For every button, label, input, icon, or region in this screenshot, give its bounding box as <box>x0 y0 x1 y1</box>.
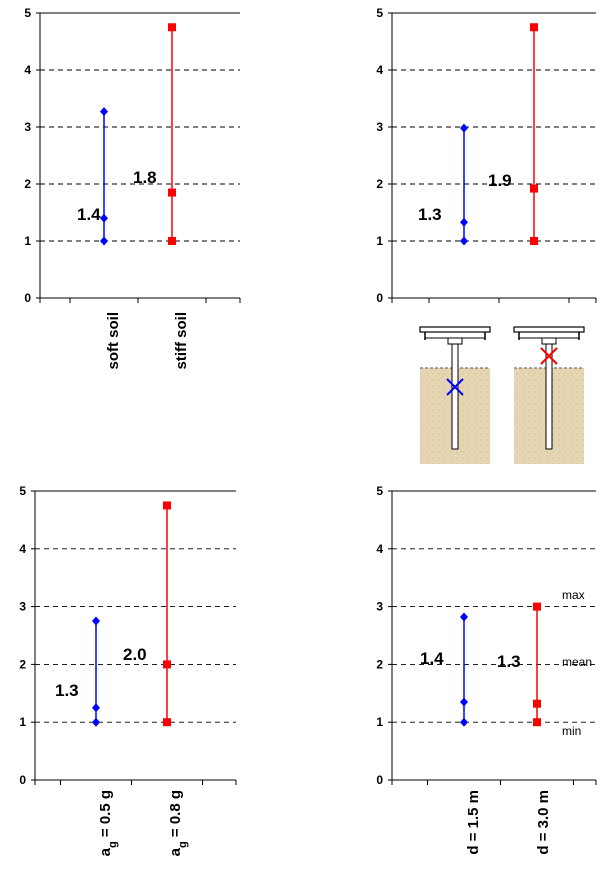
point-mean <box>460 217 468 227</box>
point-min <box>100 236 108 246</box>
y-tick-label: 2 <box>24 177 31 191</box>
point-mean <box>92 703 100 713</box>
point-mean <box>533 699 541 708</box>
y-tick-label: 0 <box>376 291 383 305</box>
y-tick-label: 4 <box>376 542 383 556</box>
point-max <box>530 23 538 32</box>
category-label: d = 3.0 m <box>535 790 552 855</box>
y-tick-label: 1 <box>376 715 383 729</box>
series-red: 1.8 <box>133 23 176 245</box>
category-label: d = 1.5 m <box>465 790 482 855</box>
point-max <box>533 602 541 611</box>
y-tick-label: 3 <box>376 120 383 134</box>
category-label-sub: g <box>107 841 119 848</box>
point-max <box>92 616 100 626</box>
deck <box>419 326 491 333</box>
hinge-marker <box>446 378 464 396</box>
hinge-marker <box>540 347 558 365</box>
annotation-max: max <box>562 588 585 602</box>
y-tick-label: 4 <box>24 63 31 77</box>
deck <box>513 326 585 333</box>
point-max <box>168 23 176 32</box>
point-min <box>163 718 171 727</box>
mean-value-label: 1.9 <box>488 171 512 190</box>
pile-cap <box>541 337 557 345</box>
mean-value-label: 1.3 <box>418 205 442 224</box>
pile-cap <box>447 337 463 345</box>
category-label: ag = 0.8 g <box>167 790 189 856</box>
y-tick-label: 0 <box>376 773 383 787</box>
y-tick-label: 2 <box>19 657 26 671</box>
category-label-base: a <box>97 847 114 856</box>
y-tick-label: 5 <box>24 6 31 20</box>
y-tick-label: 5 <box>376 6 383 20</box>
point-mean <box>100 213 108 223</box>
point-mean <box>460 697 468 707</box>
category-label-base: a <box>167 847 184 856</box>
y-tick-label: 1 <box>24 234 31 248</box>
y-tick-label: 2 <box>376 657 383 671</box>
series-red: 1.3 <box>497 602 541 727</box>
y-tick-label: 3 <box>376 600 383 614</box>
point-min <box>92 717 100 727</box>
category-label-sub: g <box>177 841 189 848</box>
y-tick-label: 4 <box>376 63 383 77</box>
mean-value-label: 1.4 <box>420 649 444 668</box>
y-tick-label: 1 <box>19 715 26 729</box>
pile-shaft <box>451 343 459 450</box>
series-red: 1.9 <box>488 23 538 245</box>
y-tick-label: 0 <box>24 291 31 305</box>
series-blue: 1.4 <box>420 612 468 727</box>
point-min <box>533 718 541 727</box>
point-max <box>163 501 171 510</box>
pile-deep-hinge <box>419 326 491 464</box>
chart-2: 0 1 2 3 4 5 1.3 1.9 <box>376 6 597 305</box>
pile-illustration <box>419 326 585 464</box>
category-label: stiff soil <box>173 312 190 370</box>
category-label: soft soil <box>105 312 122 370</box>
y-tick-label: 5 <box>19 484 26 498</box>
series-blue: 1.4 <box>77 107 108 246</box>
series-red: 2.0 <box>123 501 171 727</box>
series-blue: 1.3 <box>55 616 100 727</box>
chart-1: 0 1 2 3 4 5 1.4 1.8 soft soil stiff soil <box>24 6 241 370</box>
point-max <box>460 612 468 622</box>
mean-value-label: 2.0 <box>123 645 147 664</box>
y-tick-label: 2 <box>376 177 383 191</box>
mean-value-label: 1.3 <box>497 652 521 671</box>
point-max <box>100 107 108 117</box>
pile-top-hinge <box>513 326 585 464</box>
chart-4: 0 1 2 3 4 5 1.4 1.3 d = 1.5 m d = 3.0 m max mean min <box>376 484 597 855</box>
y-tick-label: 3 <box>19 600 26 614</box>
point-min <box>460 717 468 727</box>
point-mean <box>168 188 176 197</box>
y-tick-label: 5 <box>376 484 383 498</box>
category-label-rest: = 0.5 g <box>97 790 114 841</box>
y-tick-label: 3 <box>24 120 31 134</box>
y-tick-label: 4 <box>19 542 26 556</box>
charts-layer: 0 1 2 3 4 5 1.4 1.8 soft soil stiff soil 0 1 2 3 4 5 1.3… <box>19 6 597 856</box>
point-mean <box>530 184 538 193</box>
point-mean <box>163 660 171 669</box>
pile-shaft <box>545 343 553 450</box>
annotation-min: min <box>562 724 581 738</box>
y-tick-label: 1 <box>376 234 383 248</box>
point-min <box>168 237 176 245</box>
y-tick-label: 0 <box>19 773 26 787</box>
category-label: ag = 0.5 g <box>97 790 119 856</box>
point-max <box>460 123 468 133</box>
mean-value-label: 1.3 <box>55 681 79 700</box>
category-label-rest: = 0.8 g <box>167 790 184 841</box>
series-blue: 1.3 <box>418 123 468 246</box>
mean-value-label: 1.8 <box>133 168 157 187</box>
point-min <box>460 236 468 246</box>
annotation-mean: mean <box>562 655 592 669</box>
mean-value-label: 1.4 <box>77 205 101 224</box>
point-min <box>530 237 538 245</box>
